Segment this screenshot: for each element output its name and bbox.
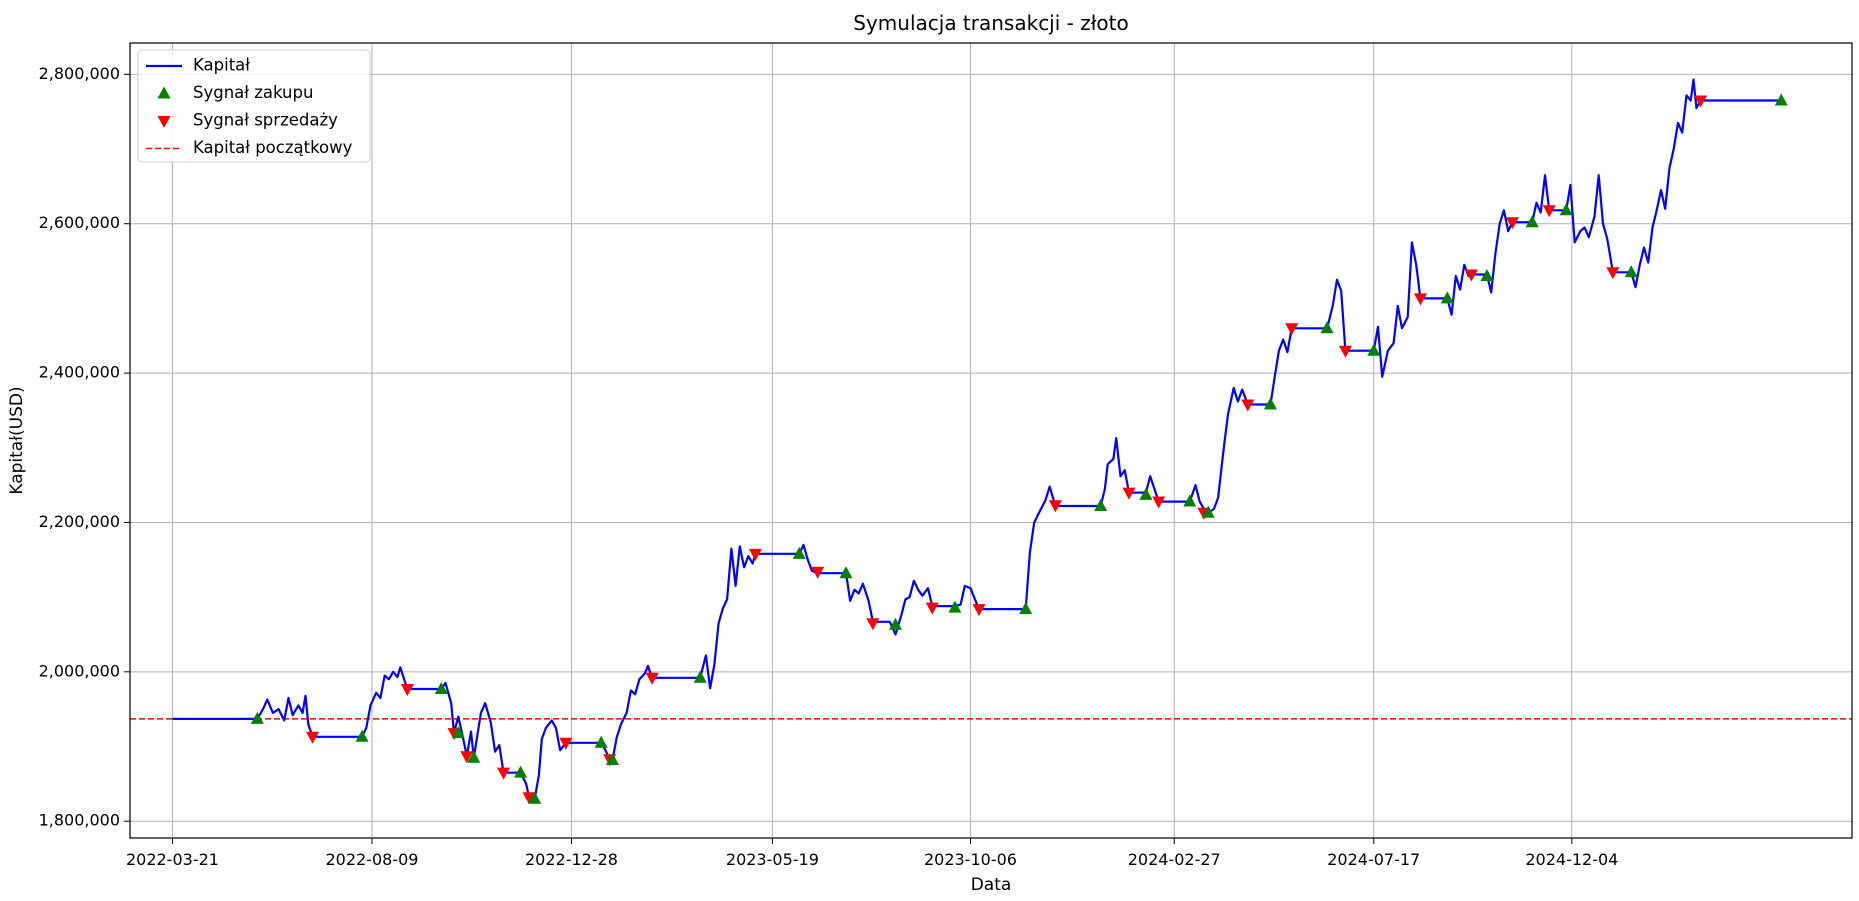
buy-signal-marker: [594, 735, 608, 748]
legend-label: Kapitał: [193, 56, 250, 75]
legend-label: Sygnał zakupu: [193, 83, 313, 102]
sell-signal-marker: [1285, 323, 1299, 336]
sell-signal-marker: [522, 792, 536, 805]
buy-signal-marker: [1183, 494, 1197, 507]
sell-signal-marker: [306, 731, 320, 744]
buy-signal-marker: [693, 670, 707, 683]
buy-signal-marker: [888, 617, 902, 630]
y-tick-label: 2,400,000: [39, 363, 120, 382]
sell-signal-marker: [460, 751, 474, 764]
axes-frame: [129, 42, 1853, 839]
sell-signal-marker: [645, 672, 659, 685]
chart-title: Symulacja transakcji - złoto: [853, 11, 1128, 35]
sell-signal-marker: [866, 618, 880, 631]
legend-label: Kapitał początkowy: [193, 138, 353, 157]
x-tick-label: 2022-08-09: [325, 850, 418, 869]
buy-signal-marker: [467, 750, 481, 763]
y-axis-label: Kapitał(USD): [7, 386, 27, 494]
sell-signal-marker: [559, 737, 573, 750]
sell-signal-marker: [1464, 269, 1478, 282]
y-tick-label: 2,800,000: [39, 64, 120, 83]
buy-signal-marker: [1440, 291, 1454, 304]
buy-signal-marker: [839, 566, 853, 579]
sell-signal-marker: [748, 548, 762, 561]
x-tick-label: 2023-05-19: [726, 850, 819, 869]
buy-signal-marker: [1019, 602, 1033, 615]
sell-signal-marker: [1122, 487, 1136, 500]
buy-signal-marker: [1263, 397, 1277, 410]
buy-signal-marker: [1094, 499, 1108, 512]
x-tick-label: 2022-12-28: [525, 850, 618, 869]
x-tick-label: 2024-02-27: [1128, 850, 1221, 869]
sell-signal-marker: [1542, 205, 1556, 218]
sell-signal-marker: [925, 602, 939, 615]
legend-label: Sygnał sprzedaży: [193, 111, 338, 130]
x-tick-label: 2024-12-04: [1525, 850, 1618, 869]
plot-area: [130, 78, 1852, 805]
buy-signal-marker: [1480, 269, 1494, 282]
sell-signal-marker: [1241, 399, 1255, 412]
y-tick-label: 1,800,000: [39, 811, 120, 830]
buy-signal-marker: [528, 791, 542, 804]
sell-signal-marker: [1152, 496, 1166, 509]
legend-buy-swatch: [157, 86, 171, 99]
x-tick-label: 2022-03-21: [126, 850, 219, 869]
sell-signal-marker: [972, 604, 986, 617]
buy-signal-marker: [355, 729, 369, 742]
buy-signal-marker: [1774, 93, 1788, 106]
grid: [130, 43, 1852, 838]
x-tick-label: 2023-10-06: [924, 850, 1017, 869]
sell-signal-marker: [811, 566, 825, 579]
x-axis-label: Data: [971, 875, 1012, 895]
buy-signal-marker: [1139, 487, 1153, 500]
legend: Kapitał Sygnał zakupu Sygnał sprzedaży Kapi…: [137, 49, 371, 163]
buy-signal-marker: [1525, 215, 1539, 228]
buy-signal-marker: [792, 546, 806, 559]
sell-signal-marker: [1413, 293, 1427, 306]
sell-signal-marker: [400, 684, 414, 697]
buy-signal-marker: [948, 600, 962, 613]
axes: 2022-03-21 2022-08-09 2022-12-28 2023-05-19…: [39, 42, 1853, 869]
y-tick-label: 2,200,000: [39, 512, 120, 531]
buy-signal-marker: [250, 711, 264, 724]
buy-signal-marker: [1201, 505, 1215, 518]
capital-series-line: [172, 78, 1782, 800]
buy-signal-marker: [605, 752, 619, 765]
sell-signal-marker: [1694, 95, 1708, 108]
sell-signal-marker: [1505, 217, 1519, 230]
y-tick-label: 2,600,000: [39, 213, 120, 232]
buy-signal-marker: [1559, 203, 1573, 216]
buy-signal-marker: [1624, 265, 1638, 278]
buy-signal-marker: [514, 765, 528, 778]
y-tick-label: 2,000,000: [39, 661, 120, 680]
sell-signal-marker: [1338, 345, 1352, 358]
buy-signal-marker: [451, 726, 465, 739]
sell-signal-marker: [497, 767, 511, 780]
x-tick-label: 2024-07-17: [1327, 850, 1420, 869]
buy-signal-marker: [1320, 321, 1334, 334]
buy-signal-marker: [434, 682, 448, 695]
sell-signal-marker: [1048, 500, 1062, 513]
buy-signal-marker: [1367, 343, 1381, 356]
sell-signal-marker: [1606, 267, 1620, 280]
legend-sell-swatch: [157, 116, 171, 128]
legend-box: [137, 49, 371, 163]
